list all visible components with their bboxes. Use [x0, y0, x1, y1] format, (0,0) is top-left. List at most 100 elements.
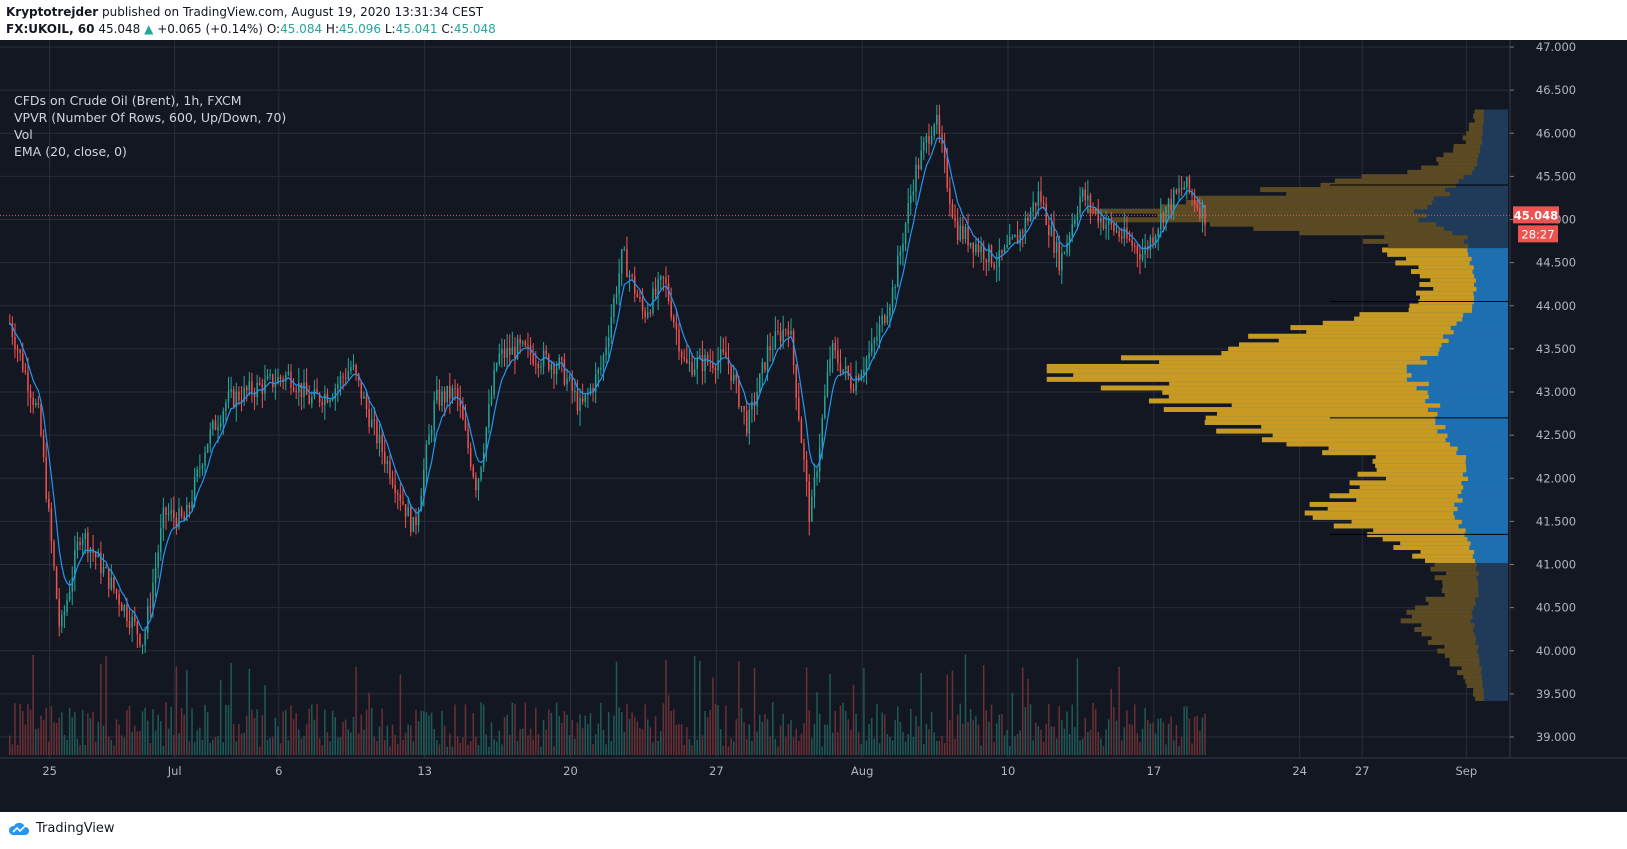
volume-bar	[248, 668, 251, 755]
volume-bar	[842, 702, 844, 755]
volume-bar	[456, 736, 459, 755]
vp-row-down	[1400, 618, 1471, 624]
time-tick-label: 27	[709, 764, 724, 778]
candle-body	[100, 552, 102, 574]
candle-body	[417, 511, 420, 526]
legend-indicator-ema[interactable]: EMA (20, close, 0)	[14, 144, 127, 159]
volume-bar	[524, 702, 527, 755]
volume-bar	[58, 717, 60, 755]
candle-body	[1011, 237, 1014, 239]
candle-body	[219, 423, 222, 427]
volume-bar	[501, 744, 503, 755]
volume-bar	[1016, 733, 1019, 755]
candle-body	[196, 468, 198, 478]
vp-row-down	[1393, 545, 1470, 551]
candle-body	[891, 287, 894, 307]
candle-body	[381, 434, 383, 453]
candle-body	[568, 376, 571, 379]
volume-bar	[527, 735, 529, 755]
volume-bar	[373, 736, 376, 755]
volume-bar	[857, 732, 860, 755]
chart-area[interactable]: 39.000 39.500 40.000 40.500 41.000 41.500 42.0…	[0, 40, 1627, 812]
candle-body	[298, 382, 300, 393]
price-tick-label: 40.000	[1536, 644, 1576, 658]
candle-body	[1050, 226, 1053, 236]
candle-body	[1089, 195, 1092, 209]
volume-bar	[123, 737, 126, 755]
candle-body	[561, 357, 563, 360]
candle-body	[527, 345, 529, 347]
candle-body	[394, 484, 396, 494]
vp-row-down	[1441, 588, 1479, 594]
volume-bar	[1040, 729, 1042, 755]
volume-bar	[1045, 723, 1047, 755]
candle-body	[688, 362, 691, 364]
legend-indicator-vol[interactable]: Vol	[14, 127, 33, 142]
candle-body	[691, 362, 693, 375]
volume-bar	[261, 715, 264, 755]
candle-body	[261, 384, 264, 394]
candle-body	[19, 350, 21, 354]
volume-bar	[376, 741, 378, 755]
candle-body	[735, 374, 738, 380]
volume-bar	[863, 668, 865, 755]
candle-body	[337, 384, 339, 389]
volume-bar	[876, 704, 878, 755]
volume-bar	[206, 712, 209, 755]
candle-body	[803, 443, 805, 460]
volume-bar	[204, 704, 206, 755]
volume-bar	[128, 705, 131, 755]
volume-bar	[915, 716, 917, 755]
volume-bar	[1006, 730, 1008, 755]
volume-bar	[535, 707, 537, 755]
volume-bar	[498, 730, 501, 755]
candle-body	[235, 391, 238, 407]
volume-bar	[798, 740, 800, 755]
candle-body	[946, 158, 948, 189]
volume-bar	[1113, 707, 1115, 755]
candle-body	[274, 383, 277, 388]
vp-row-down	[1436, 156, 1478, 162]
volume-bar	[678, 723, 680, 755]
legend-title[interactable]: CFDs on Crude Oil (Brent), 1h, FXCM	[14, 93, 242, 108]
candle-body	[571, 376, 573, 392]
volume-bar	[657, 740, 659, 755]
vp-row-down	[1073, 372, 1412, 378]
tradingview-logo[interactable]: TradingView	[8, 821, 115, 836]
volume-bar	[149, 742, 152, 755]
author-name[interactable]: Kryptotrejder	[6, 5, 99, 19]
candle-body	[316, 389, 318, 394]
candle-body	[360, 380, 363, 399]
volume-bar	[1201, 717, 1204, 755]
volume-bar	[1001, 713, 1003, 755]
vp-row-up	[1465, 678, 1508, 684]
candle-body	[1014, 235, 1016, 238]
volume-bar	[602, 729, 605, 755]
volume-bar	[350, 732, 352, 755]
candle-body	[446, 385, 448, 403]
candle-body	[857, 375, 860, 381]
volume-bar	[152, 709, 154, 755]
candle-body	[1165, 206, 1167, 223]
volume-bar	[647, 719, 649, 755]
volume-bar	[821, 746, 823, 755]
volume-bar	[147, 720, 149, 755]
open-value: 45.084	[280, 22, 323, 36]
volume-bar	[506, 714, 508, 755]
candle-body	[128, 620, 131, 628]
candle-body	[962, 225, 964, 240]
symbol-name[interactable]: FX:UKOIL, 60	[6, 22, 95, 36]
candle-body	[1154, 236, 1157, 244]
candle-body	[410, 506, 412, 532]
volume-bar	[240, 733, 243, 755]
vp-row-down	[1411, 269, 1473, 275]
candle-body	[1008, 237, 1011, 245]
legend-indicator-vpvr[interactable]: VPVR (Number Of Rows, 600, Up/Down, 70)	[14, 110, 287, 125]
candle-body	[636, 293, 639, 298]
triangle-up-icon: ▲	[144, 22, 154, 36]
candle-body	[917, 164, 920, 170]
volume-bar	[118, 724, 120, 755]
vp-row-down	[1387, 251, 1469, 257]
price-chart[interactable]: 39.000 39.500 40.000 40.500 41.000 41.500 42.0…	[0, 40, 1627, 812]
volume-bar	[1079, 740, 1081, 755]
